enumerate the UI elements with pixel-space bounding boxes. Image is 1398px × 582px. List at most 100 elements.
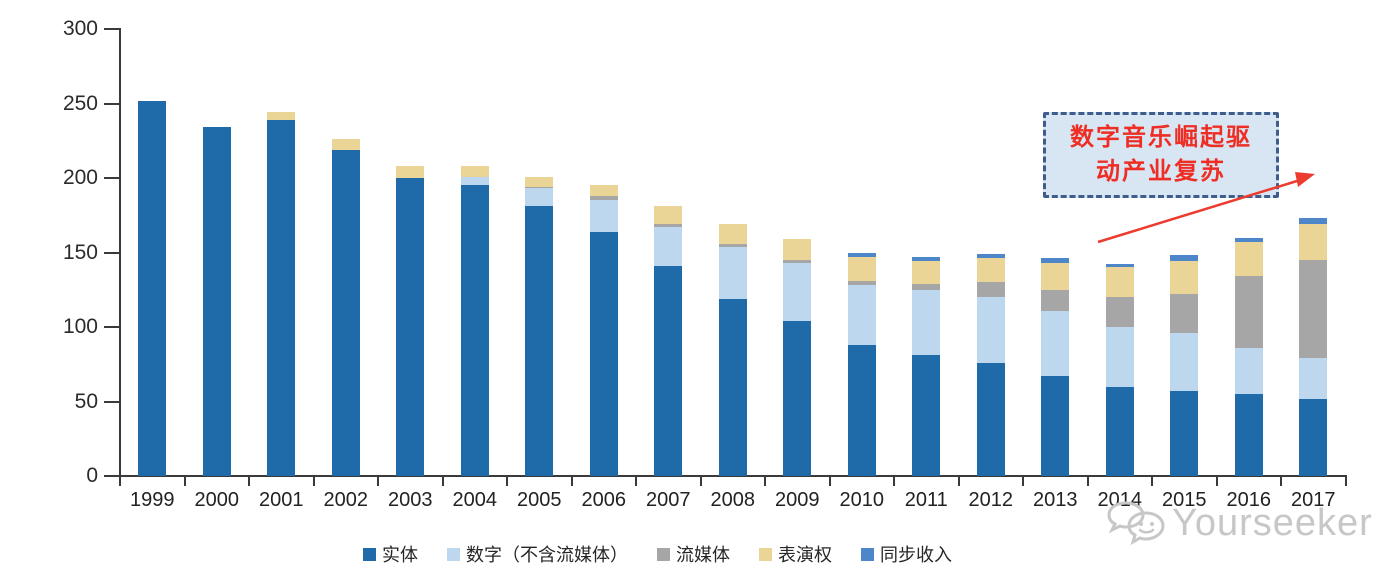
bar-segment-2014-series1 xyxy=(1105,327,1134,387)
legend-label: 表演权 xyxy=(778,545,832,565)
y-axis-tick xyxy=(104,177,120,179)
x-axis-label-2013: 2013 xyxy=(1033,489,1078,511)
bar-segment-2014-series0 xyxy=(1105,386,1134,476)
x-axis-label-2009: 2009 xyxy=(775,489,820,511)
bar-segment-2017-series4 xyxy=(1299,218,1328,225)
watermark: Yourseeker xyxy=(1104,497,1373,549)
x-axis-label-2000: 2000 xyxy=(194,489,240,511)
legend-swatch xyxy=(759,547,772,561)
bar-segment-2010-series4 xyxy=(847,252,876,257)
x-axis-label-2005: 2005 xyxy=(517,489,562,511)
bar-segment-2001-series3 xyxy=(267,112,296,120)
bar-segment-2011-series0 xyxy=(912,355,941,476)
bar-segment-2013-series4 xyxy=(1041,258,1070,263)
x-axis-tick xyxy=(570,476,573,486)
x-axis-label-2007: 2007 xyxy=(646,489,691,511)
x-axis-tick xyxy=(183,476,186,486)
bar-segment-2007-series0 xyxy=(654,265,683,476)
x-axis-tick xyxy=(893,476,895,486)
bar-segment-2015-series2 xyxy=(1170,294,1199,333)
x-axis-tick xyxy=(1280,476,1282,486)
y-axis-tick xyxy=(104,251,120,254)
legend-label: 同步收入 xyxy=(880,545,952,565)
bar-segment-2013-series1 xyxy=(1041,310,1070,377)
bar-segment-2017-series1 xyxy=(1299,358,1328,399)
bar-segment-2016-series1 xyxy=(1234,347,1263,395)
bar-segment-2010-series2 xyxy=(847,280,876,286)
y-axis-label: 300 xyxy=(62,17,98,40)
legend-item-series2: 流媒体 xyxy=(657,541,730,567)
bar-segment-2009-series3 xyxy=(783,239,812,260)
bar-segment-2014-series2 xyxy=(1105,297,1134,327)
bar-segment-2003-series3 xyxy=(396,166,425,178)
bar-segment-2008-series3 xyxy=(718,224,747,244)
legend-label: 数字（不含流媒体） xyxy=(466,545,628,565)
y-axis-line xyxy=(119,28,121,477)
bar-segment-2011-series2 xyxy=(912,283,941,290)
bar-segment-2005-series0 xyxy=(525,206,554,476)
x-axis-tick xyxy=(119,476,121,486)
bar-segment-2017-series0 xyxy=(1299,398,1328,476)
x-axis-label-2001: 2001 xyxy=(259,489,304,511)
bar-segment-2011-series4 xyxy=(912,256,941,262)
x-axis-label-2002: 2002 xyxy=(323,489,369,511)
bar-segment-2001-series0 xyxy=(267,119,296,476)
y-axis-label: 100 xyxy=(62,315,98,338)
legend-label: 流媒体 xyxy=(676,545,730,565)
x-axis-label-2014: 2014 xyxy=(1097,489,1143,511)
x-axis-label-2017: 2017 xyxy=(1291,489,1336,511)
bar-segment-2011-series3 xyxy=(912,261,941,284)
x-axis-label-2015: 2015 xyxy=(1162,489,1207,511)
x-axis-label-2011: 2011 xyxy=(904,489,948,511)
y-axis-tick xyxy=(104,102,120,105)
bar-segment-2005-series1 xyxy=(525,188,554,207)
bar-segment-2014-series4 xyxy=(1105,264,1134,268)
bar-segment-2008-series2 xyxy=(718,243,747,247)
x-axis-label-2003: 2003 xyxy=(388,489,433,511)
watermark-text: Yourseeker xyxy=(1172,501,1373,544)
legend: 实体 数字（不含流媒体） 流媒体 表演权 同步收入 xyxy=(363,541,952,567)
bar-segment-2005-series3 xyxy=(525,176,554,187)
bar-segment-2006-series2 xyxy=(589,195,618,201)
y-axis-tick xyxy=(104,400,120,403)
bar-segment-2012-series4 xyxy=(976,253,1005,259)
bar-segment-2016-series4 xyxy=(1234,237,1263,243)
y-axis-label: 0 xyxy=(86,464,98,487)
x-axis-tick xyxy=(506,476,508,486)
x-axis-tick xyxy=(1344,476,1347,486)
bar-segment-2013-series0 xyxy=(1041,376,1070,476)
legend-swatch xyxy=(657,547,670,561)
bar-segment-2015-series3 xyxy=(1170,261,1199,295)
annotation-text-line2: 动产业复苏 xyxy=(1096,158,1226,185)
bar-segment-2003-series0 xyxy=(396,178,425,476)
bar-segment-2011-series1 xyxy=(912,289,941,356)
bar-segment-2004-series1 xyxy=(460,176,489,186)
x-axis-label-2004: 2004 xyxy=(452,489,498,511)
x-axis-tick xyxy=(957,476,960,486)
y-axis-tick xyxy=(104,326,120,328)
x-axis-label-2010: 2010 xyxy=(839,489,885,511)
bar-segment-2009-series0 xyxy=(783,321,812,476)
bar-segment-2015-series4 xyxy=(1170,255,1199,262)
bar-segment-2008-series0 xyxy=(718,298,747,476)
x-axis-tick xyxy=(312,476,315,486)
bar-segment-2010-series0 xyxy=(847,344,876,476)
y-axis-label: 200 xyxy=(62,166,98,189)
y-axis-tick xyxy=(104,475,120,477)
bar-segment-2014-series3 xyxy=(1105,267,1134,298)
y-axis-label: 250 xyxy=(62,91,98,115)
legend-swatch xyxy=(861,547,874,561)
x-axis-tick xyxy=(1215,476,1218,486)
bar-segment-2017-series2 xyxy=(1299,259,1328,359)
bar-segment-2007-series2 xyxy=(654,224,683,228)
bar-segment-2000-series0 xyxy=(202,127,231,476)
bar-segment-2010-series1 xyxy=(847,285,876,345)
x-axis-tick xyxy=(1086,476,1089,486)
x-axis-tick xyxy=(635,476,637,486)
x-axis-tick xyxy=(828,476,831,486)
bar-segment-2004-series0 xyxy=(460,185,489,476)
bar-segment-2012-series1 xyxy=(976,297,1005,363)
x-axis-label-2016: 2016 xyxy=(1226,489,1272,511)
x-axis-tick xyxy=(1022,476,1024,486)
y-axis-label: 150 xyxy=(62,240,98,264)
